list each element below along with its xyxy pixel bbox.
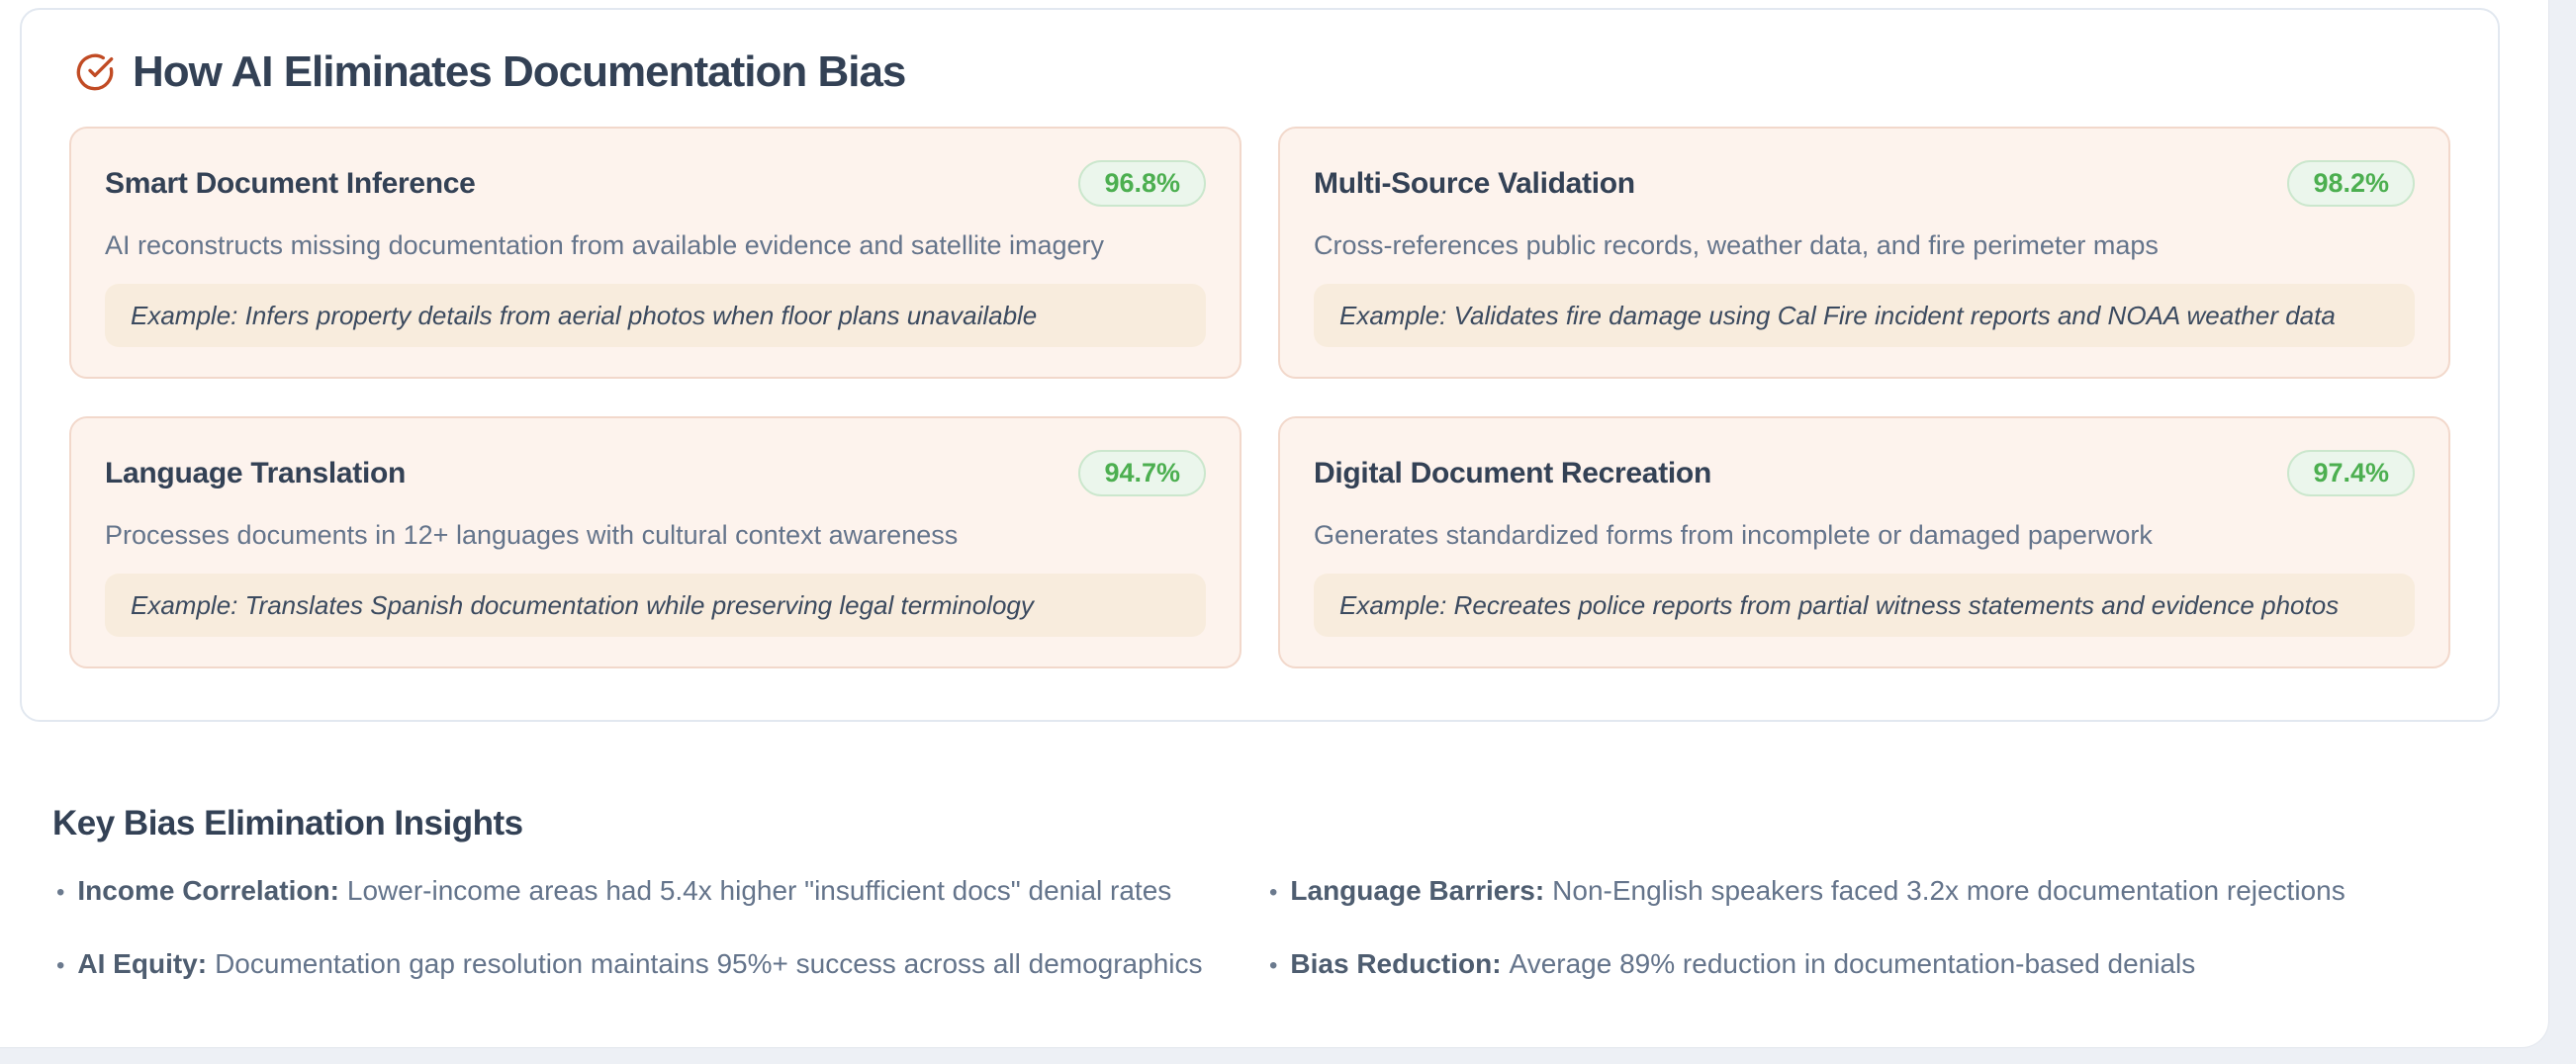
- insights-grid: • Income Correlation: Lower-income areas h…: [52, 872, 2496, 985]
- bullet-icon: •: [56, 879, 65, 906]
- accuracy-badge: 97.4%: [2287, 450, 2415, 496]
- features-grid: Smart Document Inference 96.8% AI recons…: [69, 127, 2450, 668]
- bullet-icon: •: [1269, 879, 1278, 906]
- accuracy-badge: 96.8%: [1078, 160, 1206, 207]
- insights-heading: Key Bias Elimination Insights: [52, 804, 523, 842]
- insight-label: Bias Reduction:: [1290, 948, 1502, 979]
- insight-label: Income Correlation:: [77, 875, 339, 906]
- insight-text: Non-English speakers faced 3.2x more doc…: [1552, 875, 2346, 906]
- feature-title: Language Translation: [105, 456, 407, 489]
- outer-panel: How AI Eliminates Documentation Bias Sma…: [0, 0, 2549, 1048]
- insights-section: Key Bias Elimination Insights • Income Co…: [52, 803, 2496, 985]
- bullet-icon: •: [1269, 952, 1278, 979]
- feature-example: Example: Recreates police reports from p…: [1314, 574, 2415, 637]
- feature-example: Example: Infers property details from ae…: [105, 284, 1206, 347]
- insight-label: Language Barriers:: [1290, 875, 1545, 906]
- page-title: How AI Eliminates Documentation Bias: [133, 47, 906, 96]
- panel-header: How AI Eliminates Documentation Bias: [75, 47, 2450, 97]
- insight-item-bias-reduction: • Bias Reduction: Average 89% reduction in…: [1265, 945, 2496, 985]
- accuracy-badge: 98.2%: [2287, 160, 2415, 207]
- feature-head: Multi-Source Validation 98.2%: [1314, 160, 2415, 207]
- feature-head: Language Translation 94.7%: [105, 450, 1206, 496]
- insight-label: AI Equity:: [77, 948, 208, 979]
- feature-description: AI reconstructs missing documentation fr…: [105, 230, 1104, 260]
- feature-description: Generates standardized forms from incomp…: [1314, 520, 2153, 550]
- feature-example: Example: Translates Spanish documentatio…: [105, 574, 1206, 637]
- feature-card-multi-source-validation: Multi-Source Validation 98.2% Cross-refe…: [1278, 127, 2450, 379]
- insight-text: Lower-income areas had 5.4x higher "insu…: [346, 875, 1172, 906]
- feature-description: Cross-references public records, weather…: [1314, 230, 2159, 260]
- feature-example: Example: Validates fire damage using Cal…: [1314, 284, 2415, 347]
- insight-text: Average 89% reduction in documentation-b…: [1509, 948, 2196, 979]
- insight-item-language-barriers: • Language Barriers: Non-English speakers …: [1265, 872, 2496, 912]
- bullet-icon: •: [56, 952, 65, 979]
- feature-title: Multi-Source Validation: [1314, 166, 1635, 200]
- insight-item-income-correlation: • Income Correlation: Lower-income areas h…: [52, 872, 1265, 912]
- insight-text: Documentation gap resolution maintains 9…: [215, 948, 1203, 979]
- feature-card-language-translation: Language Translation 94.7% Processes doc…: [69, 416, 1242, 668]
- feature-head: Digital Document Recreation 97.4%: [1314, 450, 2415, 496]
- check-circle-icon: [75, 52, 115, 92]
- feature-card-smart-document-inference: Smart Document Inference 96.8% AI recons…: [69, 127, 1242, 379]
- insight-item-ai-equity: • AI Equity: Documentation gap resolution …: [52, 945, 1265, 985]
- feature-title: Smart Document Inference: [105, 166, 476, 200]
- ai-features-panel: How AI Eliminates Documentation Bias Sma…: [20, 8, 2500, 722]
- accuracy-badge: 94.7%: [1078, 450, 1206, 496]
- feature-description: Processes documents in 12+ languages wit…: [105, 520, 959, 550]
- feature-card-digital-document-recreation: Digital Document Recreation 97.4% Genera…: [1278, 416, 2450, 668]
- feature-title: Digital Document Recreation: [1314, 456, 1711, 489]
- feature-head: Smart Document Inference 96.8%: [105, 160, 1206, 207]
